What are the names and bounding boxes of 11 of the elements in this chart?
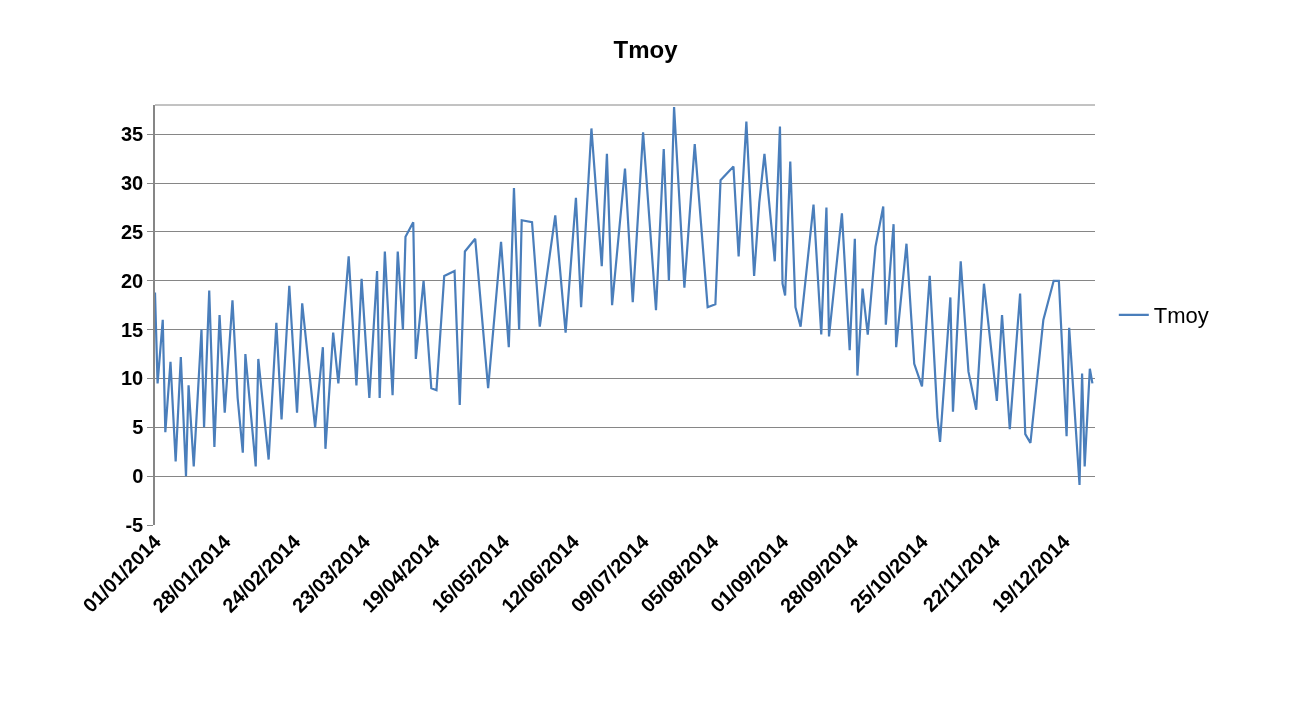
y-tick-label: 0 [132,465,144,488]
y-tick-label: 10 [121,367,144,390]
y-tick-label: 20 [121,269,144,292]
y-tick-label: 5 [132,416,144,439]
y-tick-label: 35 [121,123,144,146]
chart-title: Tmoy [613,35,679,63]
legend-label: Tmoy [1153,303,1209,329]
y-tick-label: -5 [125,514,144,536]
y-tick-label: 15 [121,318,144,341]
y-tick-label: 30 [121,172,144,195]
y-tick-label: 25 [121,220,144,243]
